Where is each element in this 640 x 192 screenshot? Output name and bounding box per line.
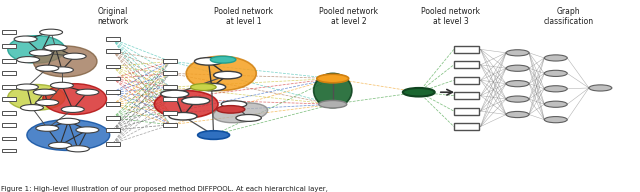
Circle shape (544, 117, 567, 123)
Circle shape (36, 65, 59, 71)
Bar (163, 71, 177, 75)
Ellipse shape (213, 103, 268, 123)
Bar (163, 111, 177, 115)
Bar (2, 30, 16, 34)
Circle shape (20, 105, 44, 111)
Circle shape (211, 56, 236, 63)
Ellipse shape (8, 36, 65, 63)
Circle shape (198, 83, 226, 91)
Bar (454, 61, 479, 68)
Bar (2, 97, 16, 101)
Bar (163, 97, 177, 101)
Circle shape (57, 118, 80, 124)
Circle shape (51, 67, 74, 73)
Text: Figure 1: High-level illustration of our proposed method DIFFPOOL. At each hiera: Figure 1: High-level illustration of our… (1, 186, 328, 192)
Circle shape (169, 113, 197, 120)
Circle shape (403, 88, 435, 97)
Circle shape (40, 29, 63, 35)
Circle shape (191, 84, 216, 90)
Circle shape (221, 101, 246, 108)
Circle shape (506, 65, 529, 71)
Circle shape (544, 70, 567, 76)
Bar (106, 65, 120, 68)
Circle shape (544, 101, 567, 107)
Circle shape (36, 99, 59, 106)
Circle shape (36, 125, 59, 131)
Bar (2, 85, 16, 89)
Circle shape (29, 50, 52, 56)
Text: Graph
classification: Graph classification (543, 7, 593, 26)
Circle shape (76, 89, 99, 95)
Circle shape (161, 90, 189, 98)
Circle shape (214, 71, 242, 79)
Circle shape (76, 127, 99, 133)
Bar (2, 149, 16, 152)
Ellipse shape (8, 84, 65, 110)
Ellipse shape (186, 56, 256, 90)
Bar (2, 44, 16, 48)
Bar (106, 142, 120, 146)
Ellipse shape (43, 84, 106, 114)
Bar (106, 90, 120, 94)
Circle shape (544, 86, 567, 92)
Bar (163, 60, 177, 63)
Bar (454, 92, 479, 99)
Bar (454, 108, 479, 114)
Circle shape (195, 58, 223, 65)
Circle shape (51, 82, 74, 89)
Ellipse shape (33, 46, 97, 77)
Circle shape (198, 131, 230, 139)
Bar (454, 123, 479, 130)
Bar (2, 123, 16, 127)
Circle shape (61, 106, 84, 113)
Circle shape (14, 36, 37, 42)
Bar (2, 111, 16, 115)
Bar (106, 102, 120, 106)
Circle shape (17, 57, 40, 63)
Bar (106, 37, 120, 41)
Circle shape (506, 111, 529, 118)
Text: Pooled network
at level 1: Pooled network at level 1 (214, 7, 273, 26)
Ellipse shape (154, 90, 218, 118)
Circle shape (182, 97, 210, 105)
Circle shape (49, 142, 72, 148)
Text: Original
network: Original network (97, 7, 129, 26)
Circle shape (506, 81, 529, 87)
Circle shape (44, 45, 67, 51)
Text: Pooled network
at level 2: Pooled network at level 2 (319, 7, 378, 26)
Circle shape (15, 84, 38, 90)
Ellipse shape (27, 120, 109, 151)
Circle shape (67, 146, 90, 152)
Bar (454, 77, 479, 84)
Text: Pooled network
at level 3: Pooled network at level 3 (421, 7, 480, 26)
Circle shape (589, 85, 612, 91)
Bar (106, 116, 120, 120)
Circle shape (506, 50, 529, 56)
Bar (106, 128, 120, 132)
Circle shape (63, 53, 86, 59)
Circle shape (217, 106, 245, 113)
Bar (2, 60, 16, 63)
Bar (454, 46, 479, 53)
Bar (106, 77, 120, 80)
Circle shape (33, 89, 56, 95)
Circle shape (236, 114, 261, 121)
Bar (106, 49, 120, 53)
Bar (163, 85, 177, 89)
Circle shape (506, 96, 529, 102)
Ellipse shape (314, 73, 352, 108)
Bar (2, 137, 16, 140)
Bar (163, 123, 177, 127)
Circle shape (319, 100, 347, 108)
Bar (2, 71, 16, 75)
Circle shape (317, 74, 349, 83)
Circle shape (544, 55, 567, 61)
